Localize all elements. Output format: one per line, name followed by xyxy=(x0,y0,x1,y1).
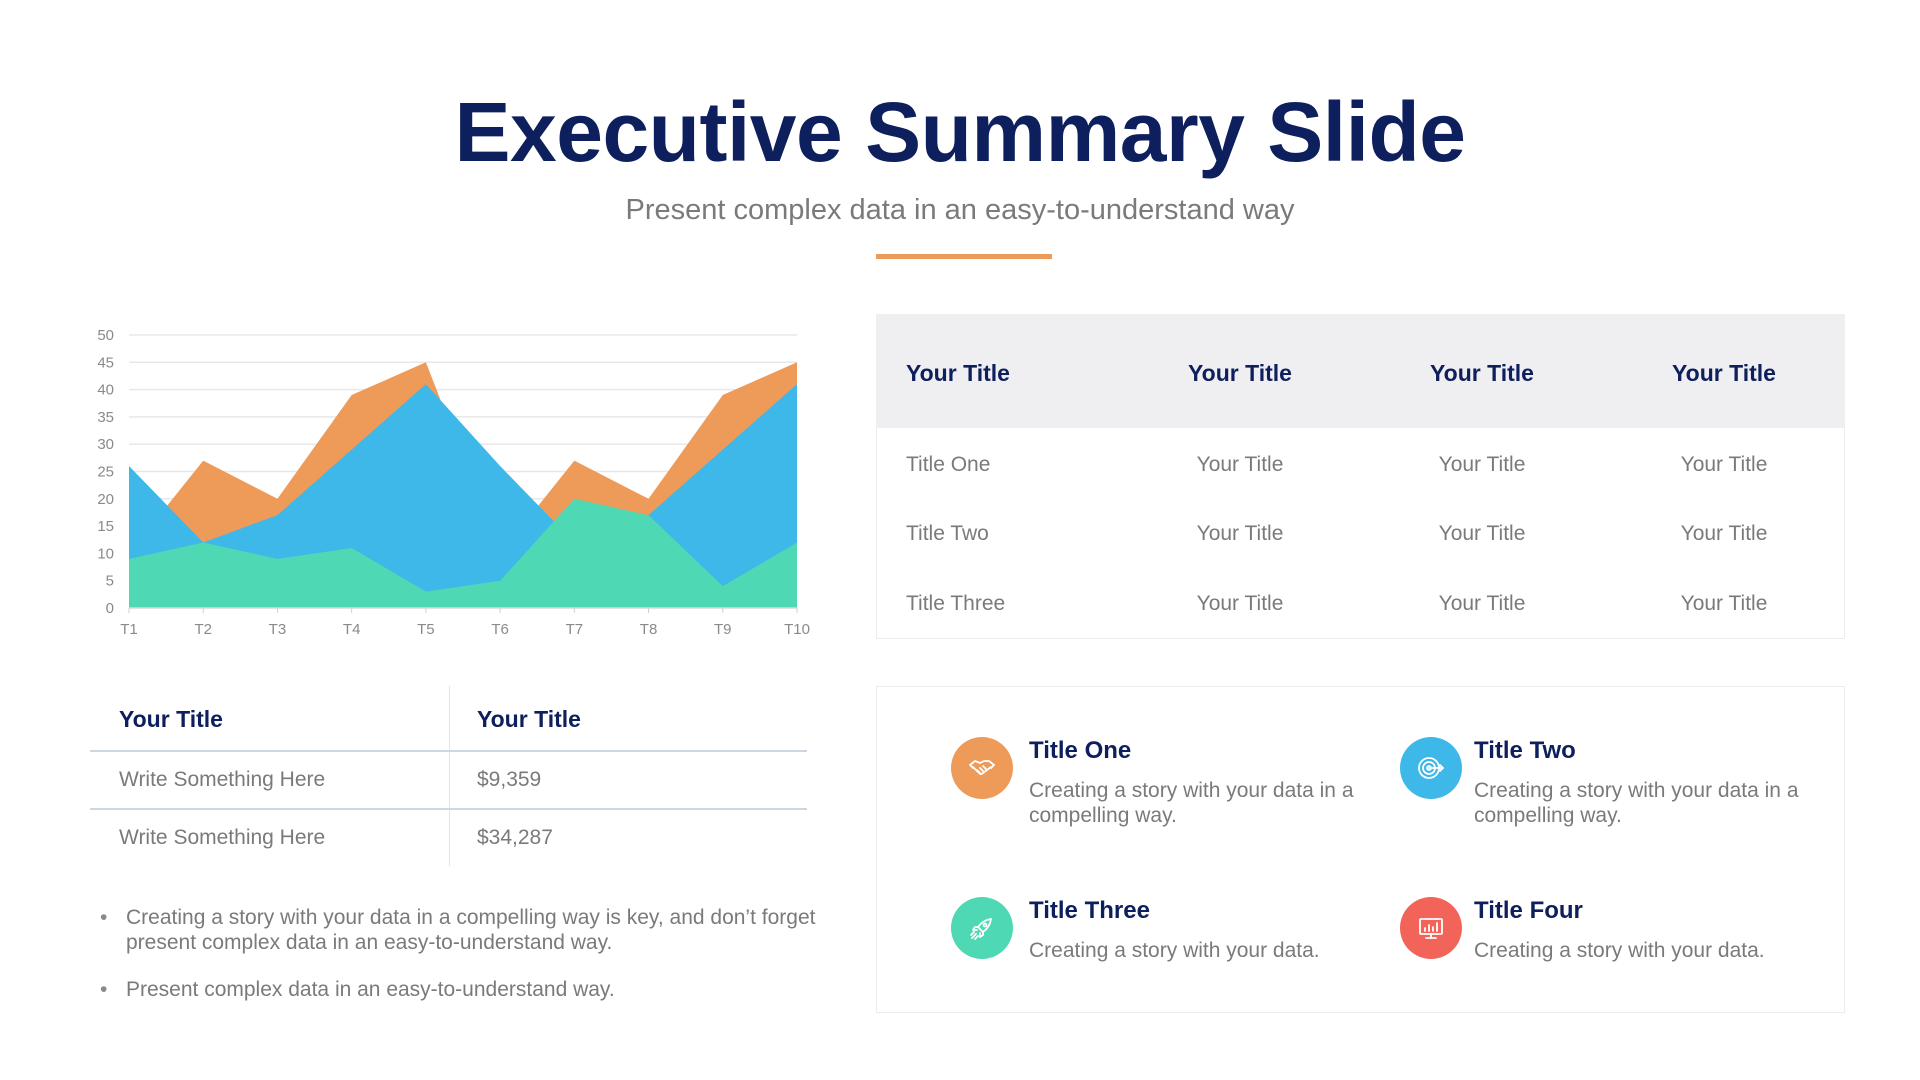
chart-areas xyxy=(129,362,797,609)
table-cell: Your Title xyxy=(1680,592,1768,615)
table-cell-amount: $9,359 xyxy=(477,768,542,791)
card-text: Creating a story with your data. xyxy=(1474,939,1765,962)
table-header-cell: Your Title xyxy=(477,706,581,732)
card-title: Title Two xyxy=(1474,737,1576,764)
svg-text:25: 25 xyxy=(97,464,114,481)
bullet-dot: • xyxy=(100,906,108,929)
rocket-icon xyxy=(951,897,1013,959)
card-title: Title Three xyxy=(1029,897,1150,924)
bullet-item: • Present complex data in an easy-to-und… xyxy=(100,978,615,1001)
table-row-label: Title Three xyxy=(906,592,1006,615)
table-cell: Your Title xyxy=(1196,592,1284,615)
svg-text:T3: T3 xyxy=(269,621,287,638)
table-row-label: Title Two xyxy=(906,522,989,545)
svg-text:35: 35 xyxy=(97,409,114,426)
card-text: Creating a story with your data in a com… xyxy=(1474,779,1799,827)
bullet-dot: • xyxy=(100,978,108,1001)
summary-table: Your Title Your Title Write Something He… xyxy=(90,686,807,866)
table-cell: Your Title xyxy=(1680,522,1768,545)
table-cell: Write Something Here xyxy=(119,826,326,849)
table-cell: Your Title xyxy=(1438,453,1526,476)
table-header-row xyxy=(876,314,1845,428)
card-text: Creating a story with your data. xyxy=(1029,939,1320,962)
table-header-cell: Your Title xyxy=(1188,360,1292,386)
area-series xyxy=(129,498,797,608)
bullet-list: • Creating a story with your data in a c… xyxy=(96,905,816,1024)
table-row-label: Title One xyxy=(906,453,991,476)
svg-text:T5: T5 xyxy=(417,621,435,638)
table-cell: Your Title xyxy=(1438,522,1526,545)
table-cell-amount: $34,287 xyxy=(477,826,553,849)
table-cell: Your Title xyxy=(1196,453,1284,476)
table-cell: Your Title xyxy=(1680,453,1768,476)
page-title: Executive Summary Slide xyxy=(454,85,1466,179)
handshake-icon xyxy=(951,737,1013,799)
svg-text:50: 50 xyxy=(97,327,114,344)
svg-text:5: 5 xyxy=(106,573,114,590)
row-divider xyxy=(90,808,807,810)
svg-text:45: 45 xyxy=(97,354,114,371)
accent-divider xyxy=(876,254,1052,259)
feature-cards-panel: Title One Creating a story with your dat… xyxy=(876,686,1845,1013)
comparison-table: Your Title Your Title Your Title Your Ti… xyxy=(876,314,1845,639)
svg-text:T2: T2 xyxy=(194,621,212,638)
svg-text:30: 30 xyxy=(97,436,114,453)
svg-text:40: 40 xyxy=(97,382,114,399)
area-chart: 0 5 10 15 20 25 30 35 40 45 50 T1 T2 T3 T4 T5 T6 T7 T8 T9 T… xyxy=(80,315,820,655)
svg-text:T8: T8 xyxy=(640,621,658,638)
svg-text:10: 10 xyxy=(97,545,114,562)
svg-text:T9: T9 xyxy=(714,621,732,638)
table-header-cell: Your Title xyxy=(119,706,223,732)
svg-text:T1: T1 xyxy=(120,621,138,638)
svg-text:T6: T6 xyxy=(491,621,509,638)
column-divider xyxy=(449,686,450,866)
card-title: Title Four xyxy=(1474,897,1583,924)
table-cell: Your Title xyxy=(1196,522,1284,545)
table-header-cell: Your Title xyxy=(906,360,1010,386)
row-divider xyxy=(90,750,807,752)
card-text: Creating a story with your data in a com… xyxy=(1029,779,1354,827)
table-header-cell: Your Title xyxy=(1430,360,1534,386)
bullet-item: • Creating a story with your data in a c… xyxy=(100,906,816,954)
y-axis-labels: 0 5 10 15 20 25 30 35 40 45 50 xyxy=(97,327,114,617)
target-icon xyxy=(1400,737,1462,799)
x-axis-labels: T1 T2 T3 T4 T5 T6 T7 T8 T9 T10 xyxy=(120,608,810,638)
svg-text:T7: T7 xyxy=(566,621,584,638)
card-title: Title One xyxy=(1029,737,1132,764)
svg-text:15: 15 xyxy=(97,518,114,535)
svg-text:T4: T4 xyxy=(343,621,361,638)
monitor-chart-icon xyxy=(1400,897,1462,959)
table-cell: Your Title xyxy=(1438,592,1526,615)
svg-text:0: 0 xyxy=(106,600,114,617)
svg-text:T10: T10 xyxy=(784,621,810,638)
table-cell: Write Something Here xyxy=(119,768,326,791)
svg-text:20: 20 xyxy=(97,491,114,508)
page-subtitle: Present complex data in an easy-to-under… xyxy=(625,194,1295,226)
table-header-cell: Your Title xyxy=(1672,360,1776,386)
